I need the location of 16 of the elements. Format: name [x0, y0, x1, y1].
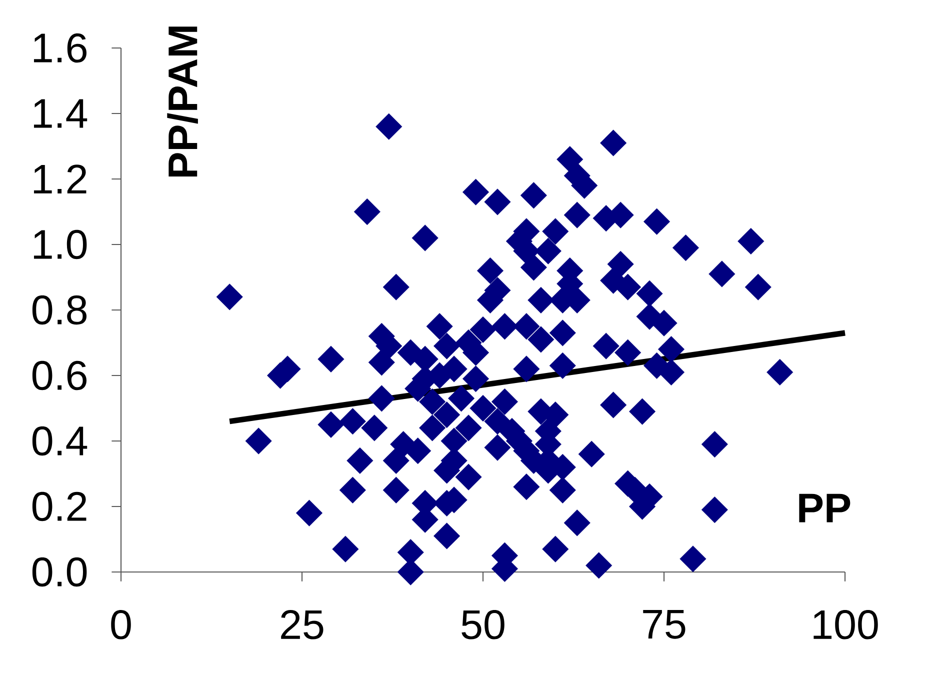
x-tick-label: 25 [281, 610, 324, 640]
y-axis-title: PP/PAM [167, 26, 198, 177]
y-tick-label: 0.2 [32, 492, 86, 522]
y-tick-label: 1.6 [34, 33, 86, 63]
x-tick-label: 50 [462, 610, 504, 640]
x-tick-label: 100 [814, 610, 878, 640]
y-tick-label: 0.6 [32, 360, 86, 390]
y-tick-label: 1.0 [34, 230, 87, 260]
y-tick-label: 0.4 [32, 426, 88, 456]
y-tick-label: 0.8 [32, 295, 87, 325]
y-tick-label: 1.2 [34, 164, 86, 194]
x-axis-title: PP [799, 494, 850, 522]
y-tick-label: 1.4 [34, 99, 88, 128]
x-tick-label: 0 [111, 610, 131, 640]
y-tick-label: 0.0 [32, 557, 87, 587]
x-tick-label: 75 [643, 610, 686, 639]
